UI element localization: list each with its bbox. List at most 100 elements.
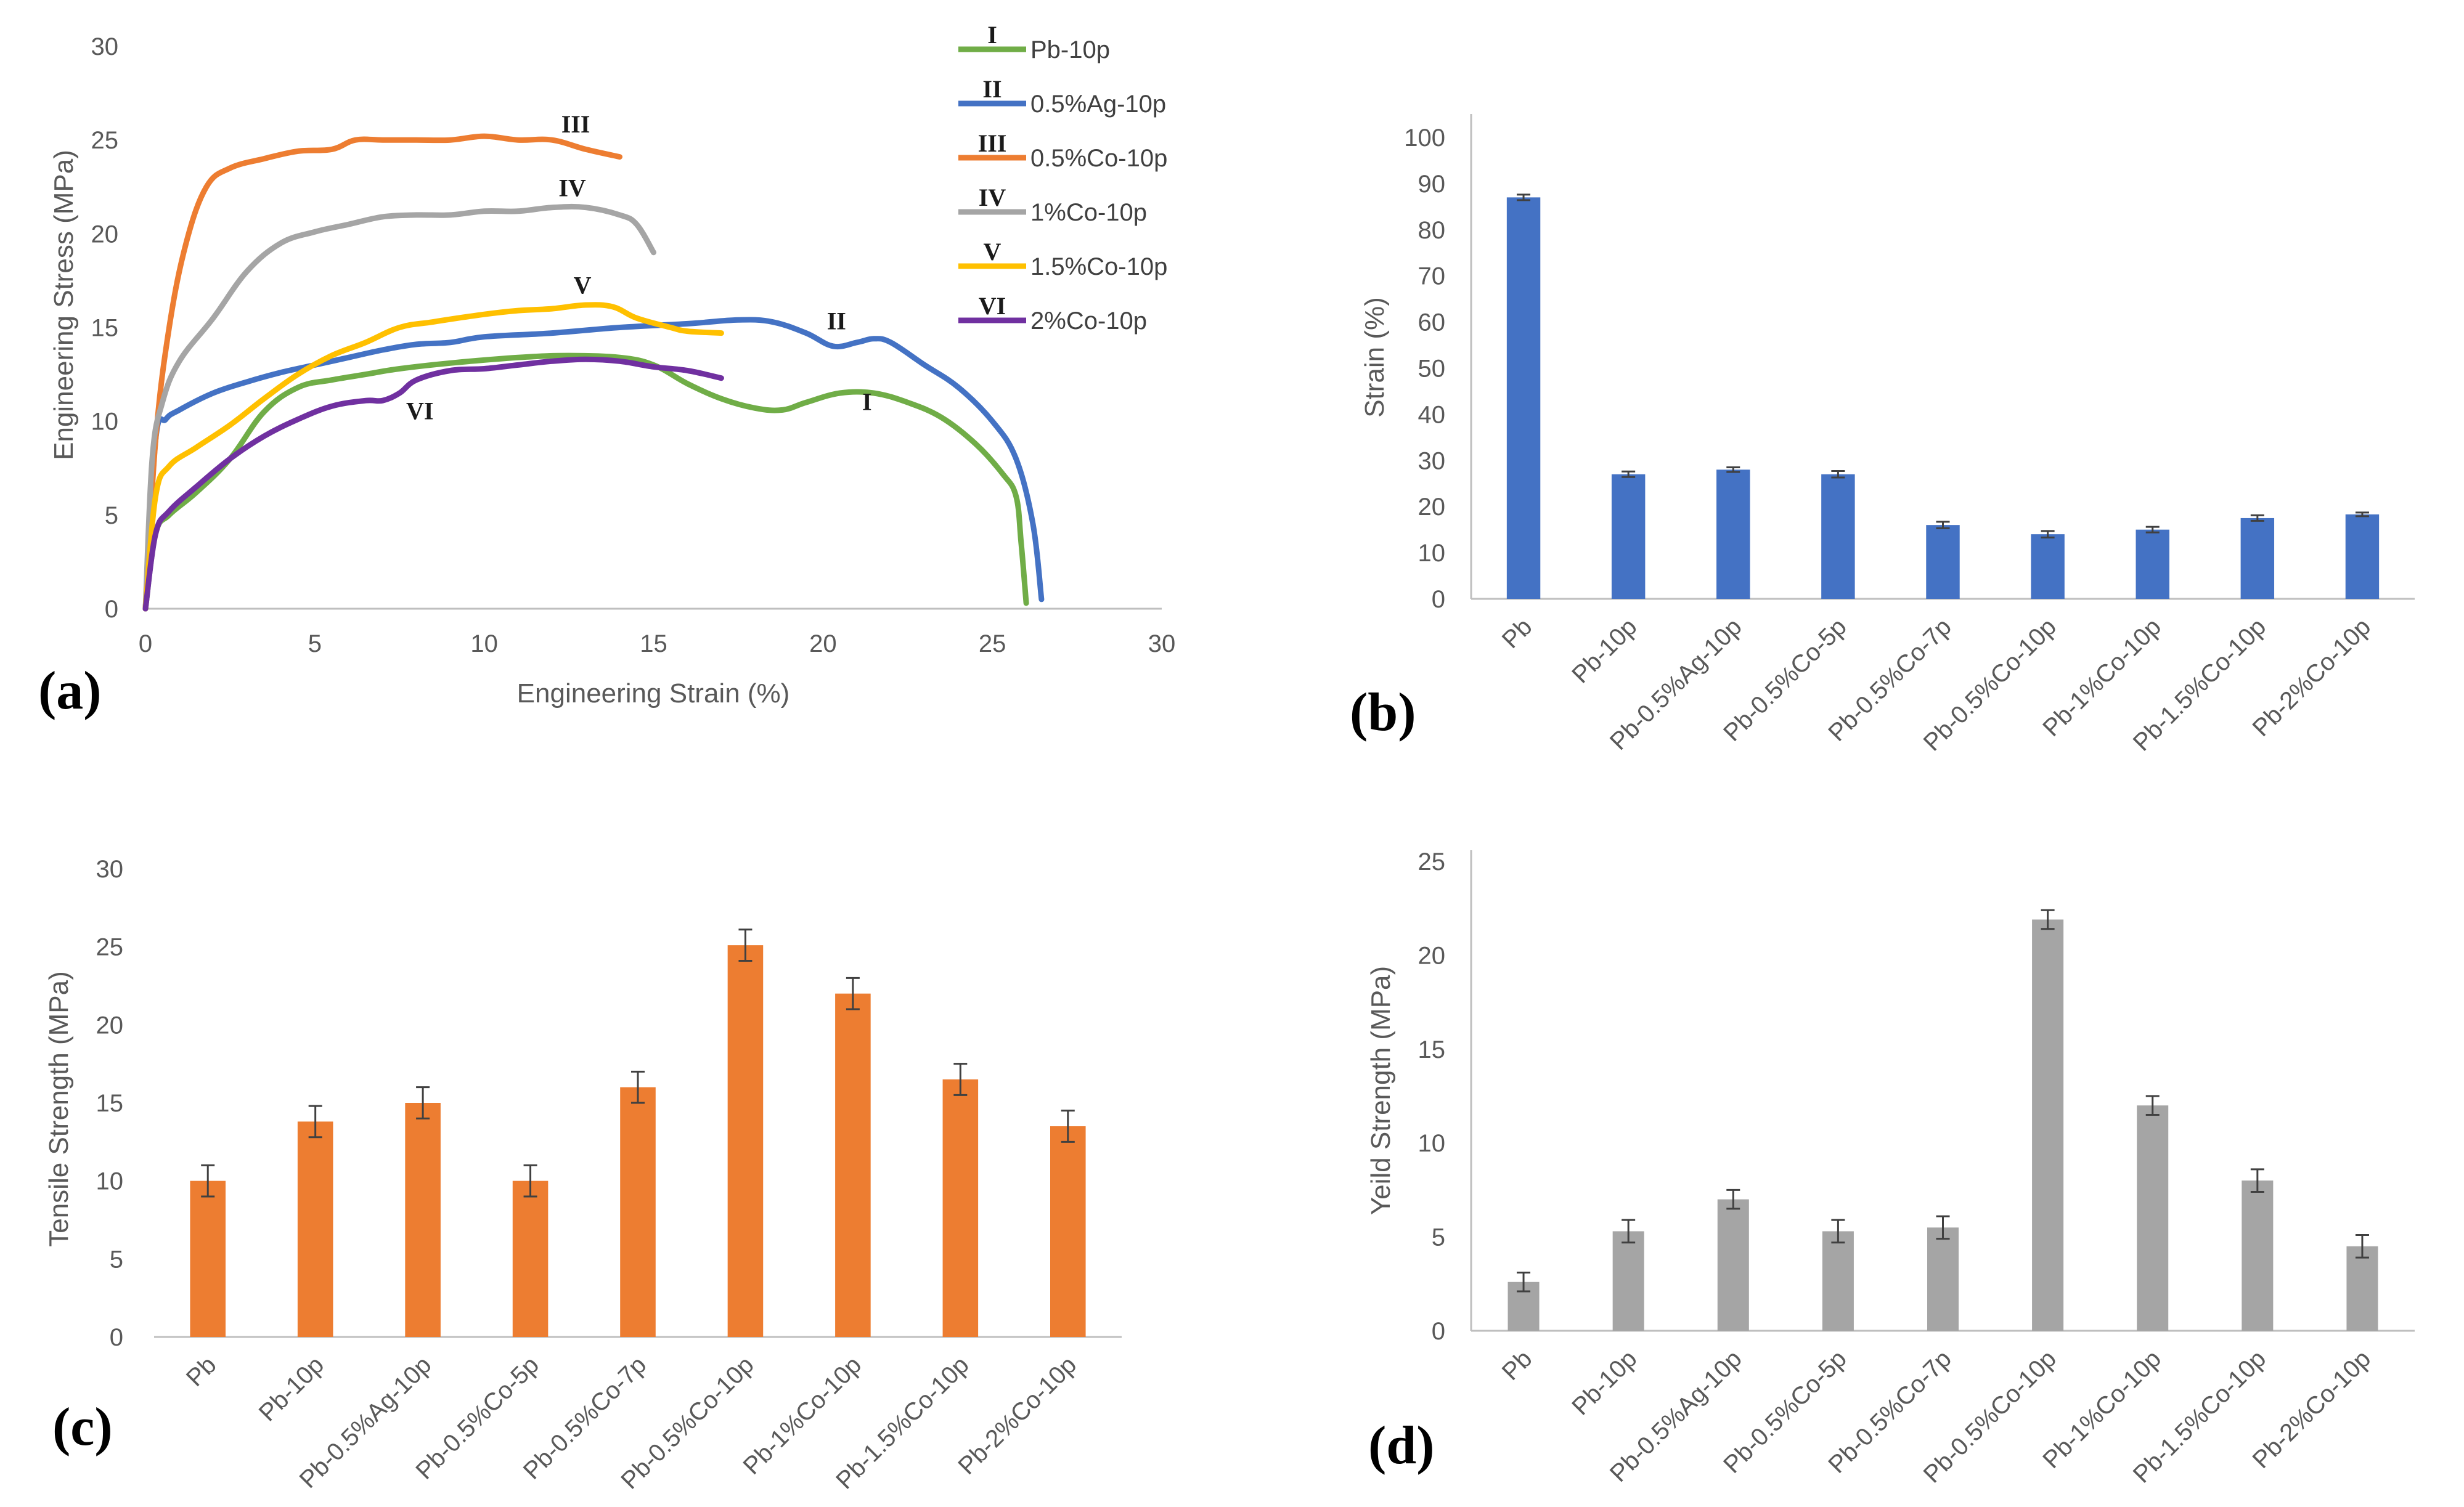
y-tick-label: 20: [1418, 494, 1446, 521]
y-axis-label: Yeild Strength (MPa): [1366, 966, 1396, 1215]
error-bar: [2250, 1168, 2264, 1193]
bar: [1717, 1199, 1749, 1331]
legend-entry: 0.5%Co-10p: [1030, 145, 1167, 172]
error-bar: [308, 1105, 322, 1139]
y-tick-label: 25: [91, 127, 119, 154]
y-tick-label: 10: [1418, 540, 1446, 567]
bar: [1611, 474, 1646, 599]
bar: [2345, 514, 2380, 599]
error-bar: [1622, 1219, 1636, 1244]
bar: [1927, 1227, 1959, 1331]
error-bar: [2250, 514, 2264, 522]
legend-roman: IV: [979, 184, 1006, 211]
bar: [1716, 469, 1750, 599]
series-line-ii: [142, 317, 1045, 612]
category-label: Pb: [181, 1351, 222, 1392]
error-bar: [1061, 1110, 1075, 1143]
bar: [1506, 197, 1541, 599]
legend-entry: 2%Co-10p: [1030, 307, 1147, 335]
error-bar: [2041, 530, 2055, 538]
category-label: Pb-10p: [1567, 613, 1642, 688]
bar: [2137, 1105, 2169, 1331]
bar: [727, 945, 764, 1337]
bar: [1926, 525, 1960, 599]
error-bar: [1726, 1188, 1740, 1210]
series-line-iii: [142, 133, 622, 612]
legend-entry: 0.5%Ag-10p: [1030, 91, 1166, 118]
legend-roman: V: [984, 238, 1002, 266]
category-label: Pb: [1497, 1345, 1538, 1386]
y-tick-label: 30: [91, 33, 119, 60]
legend-entry: 1%Co-10p: [1030, 199, 1147, 226]
y-tick-label: 60: [1418, 309, 1446, 336]
series-line-i: [142, 352, 1029, 612]
error-bar: [2041, 909, 2055, 930]
bar: [1821, 474, 1855, 599]
y-tick-label: 10: [1418, 1130, 1446, 1157]
y-tick-label: 100: [1404, 124, 1445, 152]
category-label: Pb-10p: [254, 1351, 329, 1426]
legend-entry: 1.5%Co-10p: [1030, 253, 1167, 280]
error-bar: [1517, 193, 1531, 201]
y-tick-label: 20: [1418, 942, 1446, 969]
y-axis-label: Engineering Stress (MPa): [49, 150, 79, 460]
error-bar: [416, 1086, 430, 1119]
curve-label-i: I: [862, 388, 872, 415]
y-tick-label: 0: [105, 596, 118, 623]
x-tick-label: 15: [640, 630, 667, 657]
bar: [1822, 1231, 1854, 1331]
bar: [190, 1180, 226, 1337]
bar: [2240, 518, 2275, 599]
y-tick-label: 90: [1418, 171, 1446, 198]
y-tick-label: 10: [96, 1168, 124, 1195]
error-bar: [2355, 1234, 2369, 1259]
y-tick-label: 20: [96, 1012, 124, 1039]
error-bar: [1936, 521, 1950, 529]
error-bar: [1622, 470, 1636, 478]
curve-label-iii: III: [561, 110, 590, 138]
legend-roman: VI: [979, 292, 1006, 320]
error-bar: [2145, 526, 2160, 534]
x-tick-label: 10: [470, 630, 498, 657]
category-label: Pb-10p: [1567, 1345, 1642, 1420]
error-bar: [738, 928, 753, 962]
series-line-iv: [142, 203, 656, 612]
y-tick-label: 40: [1418, 401, 1446, 428]
legend-roman: III: [978, 129, 1007, 157]
bar: [2346, 1246, 2378, 1331]
panel-label: (b): [1350, 683, 1416, 742]
error-bar: [523, 1164, 537, 1198]
curve-label-vi: VI: [406, 397, 433, 425]
x-axis-label: Engineering Strain (%): [517, 678, 790, 709]
bar: [2242, 1180, 2274, 1331]
y-tick-label: 0: [1432, 1318, 1445, 1345]
x-tick-label: 5: [308, 630, 322, 657]
error-bar: [2355, 511, 2369, 518]
y-tick-label: 15: [91, 315, 119, 342]
curve-label-iv: IV: [558, 174, 586, 201]
error-bar: [1831, 1219, 1845, 1244]
error-bar: [846, 977, 860, 1010]
bar: [512, 1180, 549, 1337]
bar: [2136, 529, 2169, 599]
y-tick-label: 25: [1418, 848, 1446, 875]
x-tick-label: 20: [809, 630, 837, 657]
error-bar: [1936, 1215, 1950, 1240]
series-line-vi: [142, 356, 724, 612]
y-tick-label: 70: [1418, 263, 1446, 290]
y-tick-label: 80: [1418, 217, 1446, 244]
y-tick-label: 5: [1432, 1224, 1445, 1251]
bar: [405, 1103, 441, 1337]
y-tick-label: 15: [1418, 1036, 1446, 1063]
curve-label-v: V: [574, 272, 592, 299]
category-label: Pb: [1497, 613, 1538, 654]
y-tick-label: 0: [1432, 586, 1445, 613]
error-bar: [631, 1070, 645, 1104]
bar: [835, 993, 871, 1337]
y-tick-label: 15: [96, 1090, 124, 1117]
panel-label: (c): [52, 1397, 113, 1457]
error-bar: [1726, 466, 1740, 473]
